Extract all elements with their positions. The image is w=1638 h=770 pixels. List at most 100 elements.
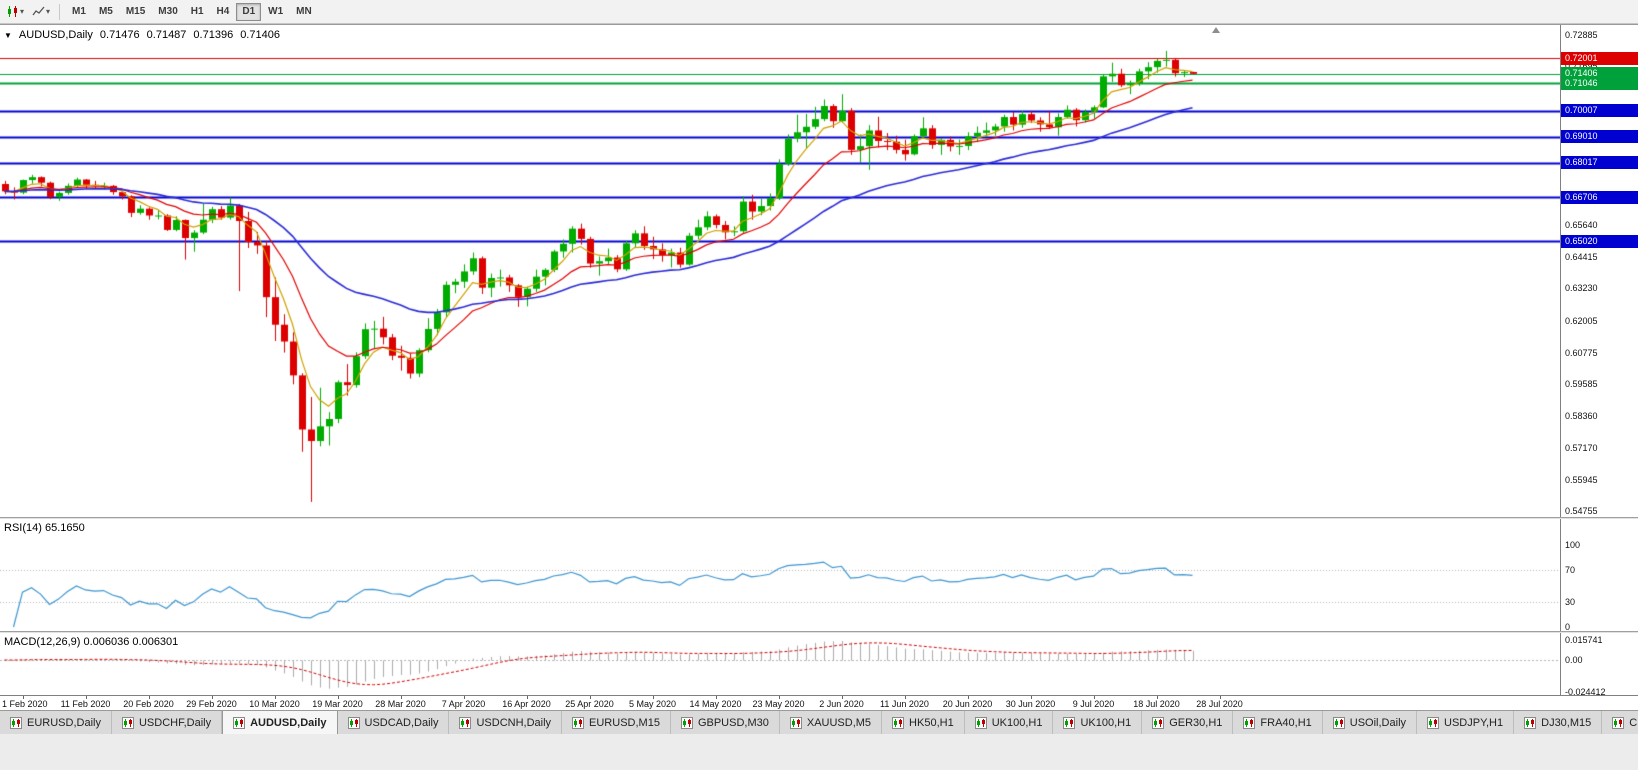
date-tick [212, 696, 213, 699]
price-axis[interactable]: 0.72885 0.71695 0.65640 0.64415 0.63230 0.620… [1560, 25, 1638, 517]
price-level-label: 0.66706 [1561, 190, 1638, 204]
mini-chart-icon [459, 716, 472, 729]
timeframe-button-m30[interactable]: M30 [158, 6, 178, 17]
tab-label: GBPUSD,M30 [697, 716, 769, 729]
chart-tab-china300-h4[interactable]: CHINA300,H4 [1602, 711, 1638, 734]
mini-chart-icon [1063, 716, 1076, 729]
price-tick: 0.55945 [1565, 474, 1598, 485]
price-level-label: 0.65020 [1561, 234, 1638, 248]
date-label: 10 Mar 2020 [249, 699, 300, 709]
date-tick [842, 696, 843, 699]
timeframe-button-h1[interactable]: H1 [190, 6, 204, 17]
date-label: 11 Feb 2020 [60, 699, 111, 709]
mini-chart-icon [121, 716, 134, 729]
date-label: 28 Mar 2020 [375, 699, 426, 709]
chart-symbol: AUDUSD,Daily [18, 29, 93, 41]
tab-label: USDJPY,H1 [1444, 716, 1504, 729]
chart-tab-usdjpy-h1[interactable]: USDJPY,H1 [1417, 711, 1515, 734]
chart-tab-usoil-daily[interactable]: USOil,Daily [1322, 711, 1418, 734]
date-label: 9 Jul 2020 [1072, 699, 1115, 709]
mini-chart-icon [789, 716, 802, 729]
toolbar-separator [59, 3, 61, 20]
timeframe-button-m15[interactable]: M15 [125, 6, 146, 17]
timeframe-button-m1[interactable]: M1 [72, 6, 86, 17]
mini-chart-icon [10, 716, 22, 729]
date-tick [1031, 696, 1032, 699]
chart-tab-usdcad-daily[interactable]: USDCAD,Daily [337, 711, 450, 734]
rsi-axis[interactable]: 100 70 30 0 [1560, 519, 1638, 632]
chart-tab-fra40-h1[interactable]: FRA40,H1 [1233, 711, 1323, 734]
price-tick: 0.54755 [1565, 506, 1598, 516]
timeframe-button-w1[interactable]: W1 [268, 6, 284, 17]
tab-label: EURUSD,M15 [589, 716, 660, 729]
date-tick [968, 696, 969, 699]
caret-down-icon: ▾ [46, 6, 51, 16]
date-label: 25 Apr 2020 [565, 699, 614, 709]
chart-tab-xauusd-m5[interactable]: XAUUSD,M5 [779, 711, 883, 734]
timeframe-button-h4[interactable]: H4 [216, 6, 230, 17]
macd-tick: -0.024412 [1565, 686, 1606, 697]
price-tick: 0.72885 [1565, 30, 1598, 40]
chart-tab-eurusd-daily[interactable]: EURUSD,Daily [0, 711, 112, 734]
date-label: 11 Jun 2020 [880, 699, 929, 709]
macd-chart-canvas[interactable] [0, 633, 1560, 695]
price-level-label: 0.72001 [1561, 51, 1638, 65]
pane-separator[interactable] [0, 517, 1638, 519]
date-label: 20 Feb 2020 [123, 699, 174, 709]
date-tick [716, 696, 717, 699]
chart-tab-ger30-h1[interactable]: GER30,H1 [1142, 711, 1234, 734]
date-tick [338, 696, 339, 699]
date-label: 14 May 2020 [689, 699, 742, 709]
chart-templates-button[interactable]: ▾ [29, 2, 53, 22]
price-level-label: 0.69010 [1561, 130, 1638, 144]
chart-tab-gbpusd-m30[interactable]: GBPUSD,M30 [670, 711, 780, 734]
date-tick [86, 696, 87, 699]
date-axis[interactable]: 1 Feb 2020 11 Feb 2020 20 Feb 2020 29 Feb 2… [0, 695, 1638, 711]
tab-label: EURUSD,Daily [27, 716, 101, 729]
tab-label: HK50,H1 [909, 716, 954, 729]
top-toolbar: ▾ ▾ M1 M5 M15 M30 H1 H4 D1 W1 MN [0, 0, 1638, 24]
rsi-tick: 70 [1565, 564, 1576, 575]
date-label: 19 Mar 2020 [312, 699, 363, 709]
price-tick: 0.60775 [1565, 347, 1598, 358]
date-label: 18 Jul 2020 [1133, 699, 1180, 709]
mini-chart-icon [1427, 716, 1440, 729]
chart-tab-dj30-m15[interactable]: DJ30,M15 [1514, 711, 1603, 734]
ohlc-high: 0.71487 [146, 29, 187, 41]
timeframe-button-mn[interactable]: MN [296, 6, 312, 17]
date-tick [401, 696, 402, 699]
macd-axis[interactable]: 0.015741 0.00 -0.024412 [1560, 633, 1638, 697]
main-price-chart-canvas[interactable] [0, 25, 1560, 517]
rsi-chart-canvas[interactable] [0, 519, 1560, 631]
date-tick [1094, 696, 1095, 699]
tab-label: UK100,H1 [991, 716, 1043, 729]
rsi-tick: 100 [1565, 540, 1581, 550]
chart-tab-uk100-h1[interactable]: UK100,H1 [1053, 711, 1143, 734]
timeframe-button-d1[interactable]: D1 [236, 2, 262, 21]
chart-tab-usdcnh-daily[interactable]: USDCNH,Daily [449, 711, 563, 734]
date-tick [1157, 696, 1158, 699]
tab-label: DJ30,M15 [1541, 716, 1592, 729]
collapse-triangle-icon[interactable]: ▼ [4, 30, 12, 40]
macd-tick: 0.015741 [1565, 634, 1603, 645]
timeframe-button-m5[interactable]: M5 [98, 6, 113, 17]
chart-tab-uk100-h1[interactable]: UK100,H1 [964, 711, 1054, 734]
chart-tab-hk50-h1[interactable]: HK50,H1 [882, 711, 965, 734]
chart-window: ▼ AUDUSD,Daily 0.71476 0.71487 0.71396 0… [0, 24, 1638, 711]
mini-chart-icon [1243, 716, 1256, 729]
date-tick [527, 696, 528, 699]
chart-tab-usdchf-daily[interactable]: USDCHF,Daily [111, 711, 223, 734]
macd-tick: 0.00 [1565, 655, 1583, 665]
date-tick [779, 696, 780, 699]
chart-shift-marker-icon[interactable] [1212, 27, 1220, 33]
price-level-label: 0.71046 [1561, 76, 1638, 90]
chart-tab-eurusd-m15[interactable]: EURUSD,M15 [562, 711, 671, 734]
rsi-indicator-pane: RSI(14) 65.1650 100 70 30 0 [0, 519, 1638, 632]
pane-separator[interactable] [0, 631, 1638, 633]
date-label: 30 Jun 2020 [1005, 699, 1056, 709]
macd-label: MACD(12,26,9) 0.006036 0.006301 [4, 636, 179, 648]
mini-chart-icon [1332, 716, 1345, 729]
chart-type-button[interactable]: ▾ [3, 2, 27, 22]
date-label: 2 Jun 2020 [819, 699, 864, 709]
chart-tab-audusd-daily[interactable]: AUDUSD,Daily [222, 711, 338, 734]
